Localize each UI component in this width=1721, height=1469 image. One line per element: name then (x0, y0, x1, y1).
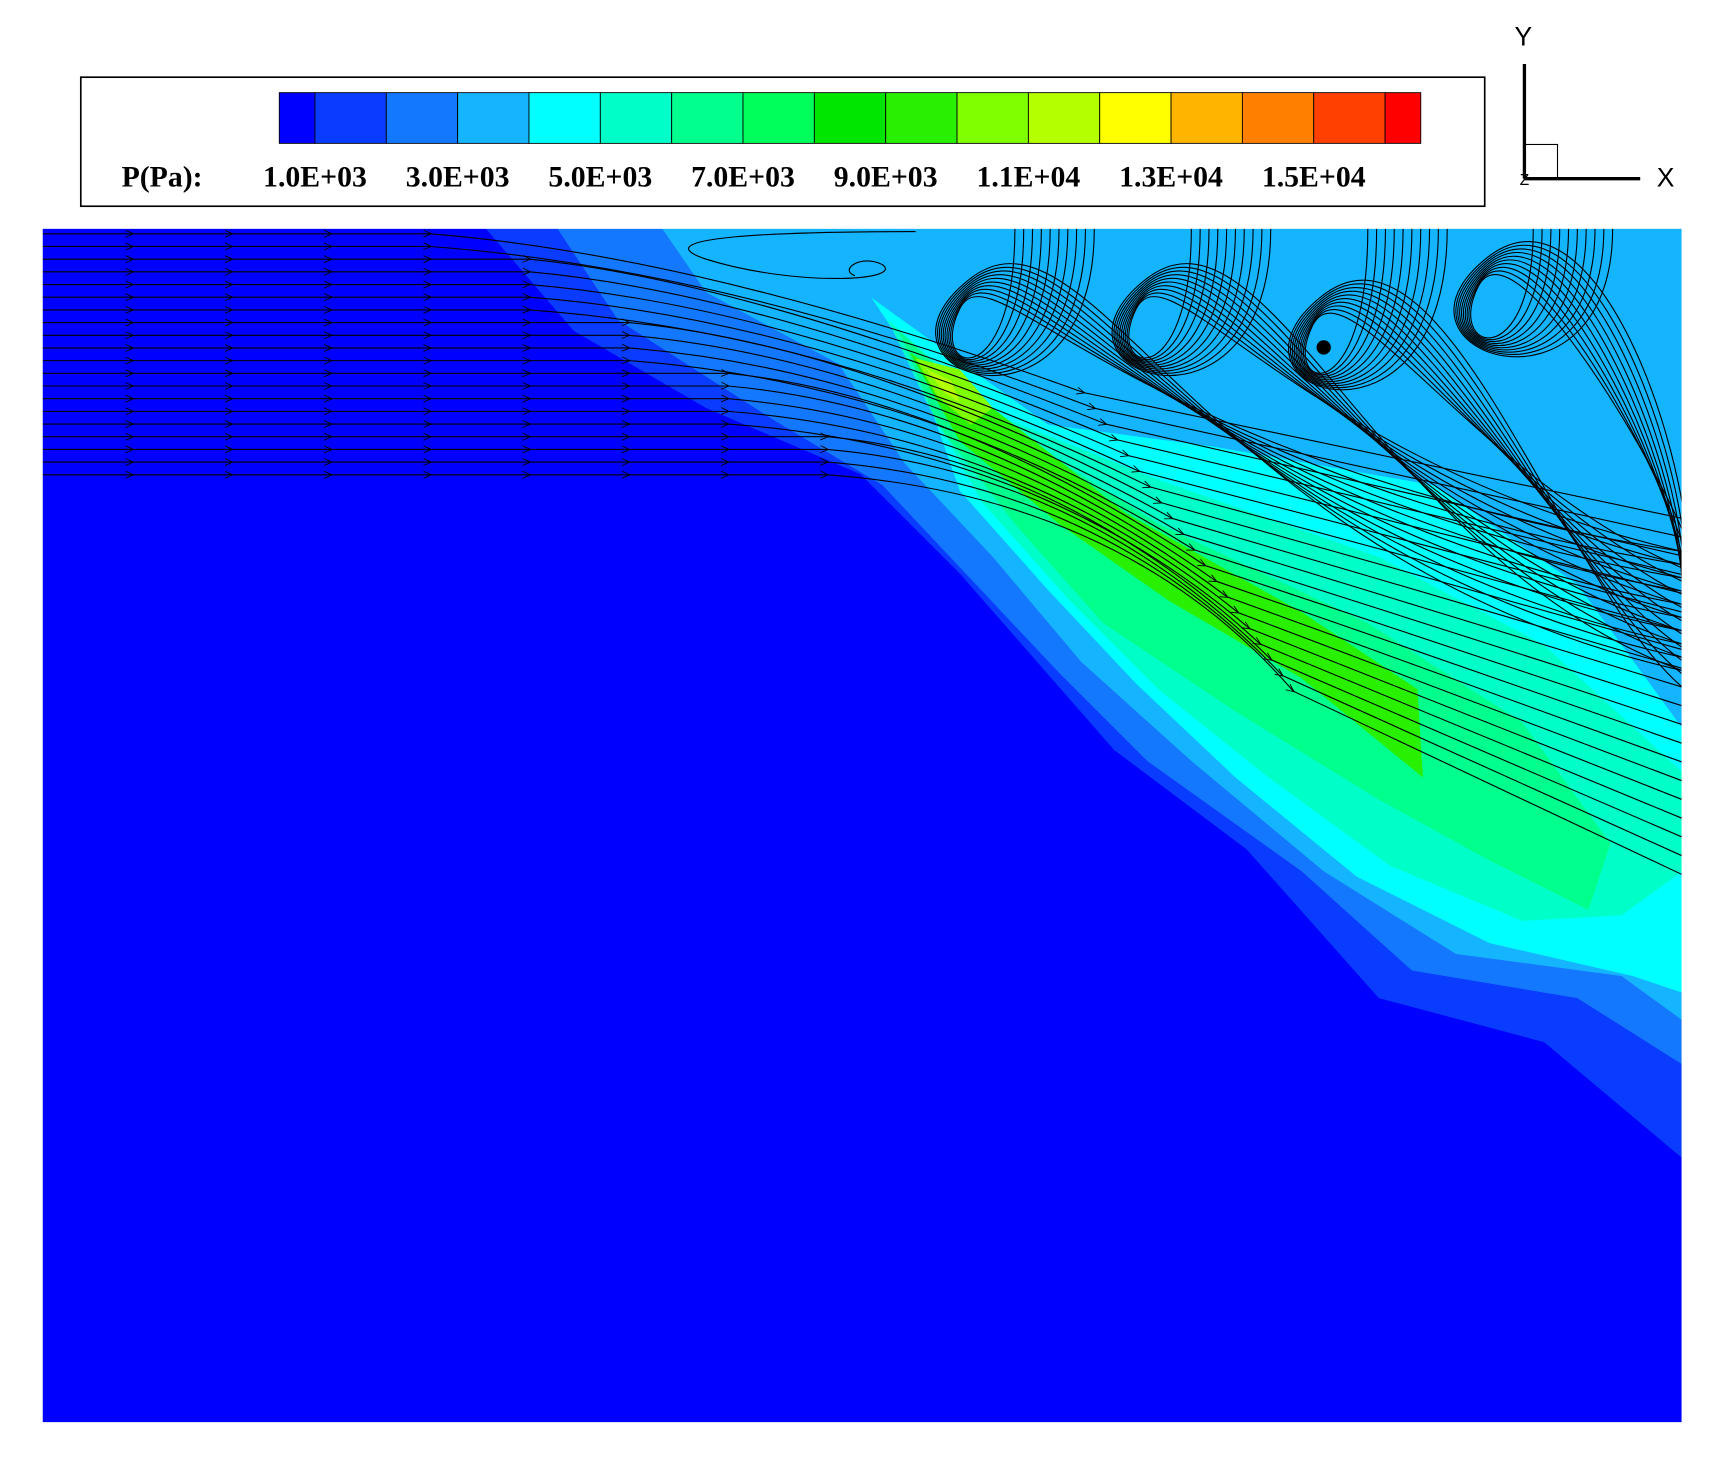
streamline (42, 475, 1683, 876)
vortex-streamline (1459, 228, 1683, 609)
plot-frame (41, 227, 1683, 1424)
axis-triad: Y X Z (1514, 22, 1674, 193)
colorbar-segment (314, 92, 387, 144)
colorbar-segment (385, 92, 459, 144)
colorbar-segment (528, 92, 601, 144)
colorbar-tick-label: 7.0E+03 (691, 161, 795, 194)
triad-y-label: Y (1514, 22, 1532, 52)
vortex-streamline (1122, 228, 1683, 592)
vortex-streamline (1115, 228, 1683, 645)
vortex-streamline (1289, 228, 1683, 675)
triad-z-label: Z (1520, 172, 1529, 189)
colorbar-segment (599, 92, 673, 144)
vortex-streamline (1119, 228, 1683, 619)
colorbar-segment (1313, 92, 1386, 144)
vortex-streamline (948, 228, 1683, 579)
vortex-streamline (1111, 228, 1683, 672)
vortex-streamline (942, 228, 1683, 619)
colorbar-tick-label: 3.0E+03 (406, 161, 510, 194)
colorbar-segment (1241, 92, 1315, 144)
vortex-streamline (1462, 228, 1683, 583)
vortex-core (1316, 340, 1331, 355)
colorbar-tick-label: 1.3E+04 (1119, 161, 1223, 194)
vortex-streamline (1113, 228, 1683, 658)
vortex-streamline (688, 231, 916, 280)
colorbar-tick-label: 1.0E+03 (263, 161, 367, 194)
vortex-streamline (950, 228, 1683, 566)
vortex-streamline (1466, 228, 1683, 556)
vortex-streamline (1288, 228, 1683, 688)
vortex-streamline (1126, 228, 1683, 566)
vortex-streamline (1120, 228, 1683, 605)
vortex-streamline (944, 228, 1683, 605)
colorbar-segment (457, 92, 530, 144)
vortex-streamline (1470, 228, 1683, 530)
vortex-streamline (1293, 228, 1683, 648)
contour-field (42, 228, 1683, 1423)
streamlines (42, 228, 1683, 876)
colorbar-segment (671, 92, 744, 144)
vortex-streamline (1461, 228, 1683, 596)
vortex-streamline (1468, 228, 1683, 543)
colorbar-tick-label: 1.1E+04 (976, 161, 1080, 194)
colorbar-tick-label: 1.5E+04 (1262, 161, 1366, 194)
legend-title: P(Pa): (122, 161, 203, 194)
vortex-streamline (946, 228, 1683, 592)
vortex-streamline (1464, 228, 1683, 570)
colorbar-tick-label: 9.0E+03 (834, 161, 938, 194)
vortex-streamline (938, 228, 1683, 645)
vortex-streamline (1304, 228, 1683, 569)
vortex-streamline (1453, 228, 1683, 649)
vortex-streamline (940, 228, 1683, 632)
colorbar-segment (1027, 92, 1101, 144)
vortex-streamline (1117, 228, 1683, 632)
vortex-streamline (1128, 228, 1683, 552)
triad-x-label: X (1657, 163, 1675, 193)
colorbar-segment (1384, 92, 1422, 144)
vortex-streamline (936, 228, 1683, 658)
colorbar-tick-label: 5.0E+03 (548, 161, 652, 194)
colorbar-segment (813, 92, 887, 144)
colorbar-segment (278, 92, 316, 144)
vortex-streamline (1455, 228, 1683, 636)
vortex-streamline (935, 228, 1683, 672)
colorbar-segment (1099, 92, 1172, 144)
colorbar-segment (1170, 92, 1243, 144)
vortex-streamline (1124, 228, 1683, 579)
vortex-streamline (951, 228, 1683, 552)
colorbar-segment (742, 92, 815, 144)
vortex-streamline (1457, 228, 1683, 623)
colorbar-segment (885, 92, 958, 144)
vortex-streamline (1291, 228, 1683, 662)
colorbar: 1.0E+03 3.0E+03 5.0E+03 7.0E+03 9.0E+03 1.1E+… (263, 92, 1422, 194)
triad-box (1523, 143, 1559, 180)
colorbar-segment (956, 92, 1029, 144)
